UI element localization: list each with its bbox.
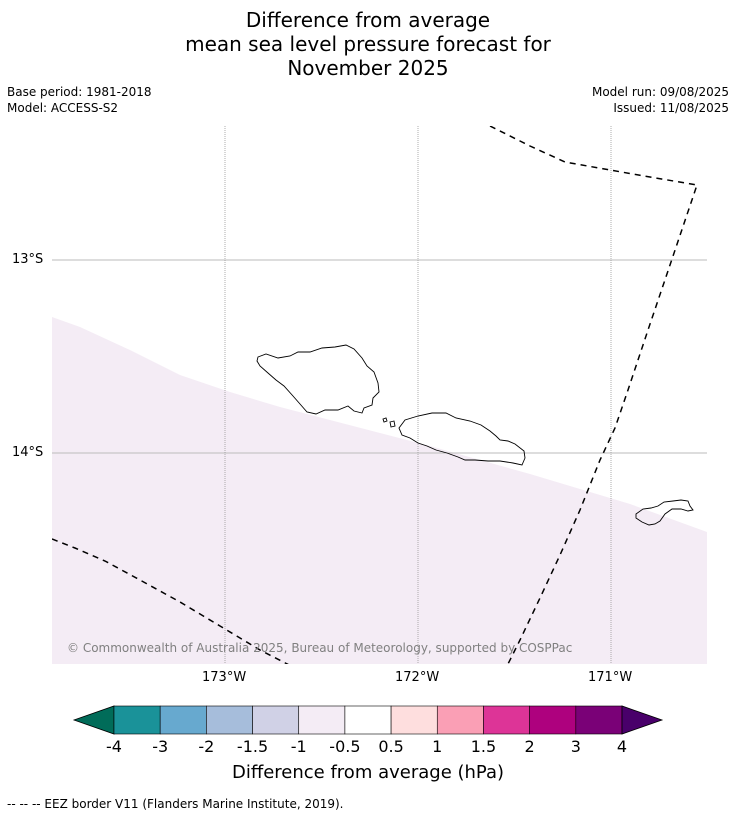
colorbar — [72, 705, 664, 735]
lat-label-14s: 14°S — [12, 445, 44, 460]
colorbar-segment — [483, 705, 530, 735]
island-apolima — [382, 417, 388, 423]
colorbar-tick-label: -0.5 — [329, 737, 361, 756]
meta-right: Model run: 09/08/2025 Issued: 11/08/2025 — [592, 84, 729, 116]
eez-footnote: -- -- -- EEZ border V11 (Flanders Marine… — [7, 797, 344, 811]
colorbar-tick-label: 2 — [524, 737, 535, 756]
colorbar-tick-label: 0.5 — [378, 737, 404, 756]
copyright-notice: © Commonwealth of Australia 2025, Bureau… — [67, 641, 573, 655]
meta-left: Base period: 1981-2018 Model: ACCESS-S2 — [7, 84, 152, 116]
colorbar-tick-label: -1.5 — [236, 737, 269, 756]
lon-label-171w: 171°W — [588, 670, 633, 685]
colorbar-title: Difference from average (hPa) — [231, 762, 505, 783]
colorbar-segment — [344, 705, 392, 735]
colorbar-tick-label: -4 — [106, 737, 122, 756]
colorbar-segment — [206, 705, 253, 735]
colorbar-tick-label: -2 — [198, 737, 215, 756]
island-upolu — [398, 412, 526, 466]
colorbar-tick-label: 4 — [616, 737, 628, 756]
colorbar-segment — [252, 705, 300, 735]
chart-title: Difference from average mean sea level p… — [0, 8, 736, 80]
model-name: Model: ACCESS-S2 — [7, 101, 119, 115]
colorbar-segment — [298, 705, 346, 735]
title-line-1: Difference from average — [245, 8, 491, 32]
lon-label-172w: 172°W — [395, 670, 440, 685]
model-run: Model run: 09/08/2025 — [591, 85, 729, 99]
colorbar-tick-label: 1.5 — [470, 737, 497, 756]
map-area — [52, 126, 707, 664]
anomaly-shading — [52, 317, 707, 664]
base-period: Base period: 1981-2018 — [7, 85, 152, 99]
colorbar-tick-label: 3 — [570, 737, 581, 756]
colorbar-segment — [529, 705, 577, 735]
title-line-3: November 2025 — [287, 56, 449, 80]
issued-date: Issued: 11/08/2025 — [613, 101, 729, 115]
island-savaii — [256, 344, 380, 415]
island-tutuila — [635, 499, 694, 526]
colorbar-segment — [390, 705, 438, 735]
colorbar-tick-label: -1 — [290, 737, 307, 756]
eez-border-north-east — [489, 126, 698, 664]
colorbar-extend-low — [72, 705, 115, 735]
colorbar-tick-label: 1 — [432, 737, 443, 756]
colorbar-segment — [113, 705, 161, 735]
title-line-2: mean sea level pressure forecast for — [185, 32, 551, 56]
colorbar-segment — [436, 705, 484, 735]
island-manono — [389, 420, 396, 428]
colorbar-extend-high — [621, 705, 664, 735]
lat-label-13s: 13°S — [12, 252, 44, 267]
colorbar-tick-label: -3 — [152, 737, 169, 756]
lon-label-173w: 173°W — [202, 670, 247, 685]
colorbar-segment — [575, 705, 623, 735]
colorbar-segment — [159, 705, 207, 735]
